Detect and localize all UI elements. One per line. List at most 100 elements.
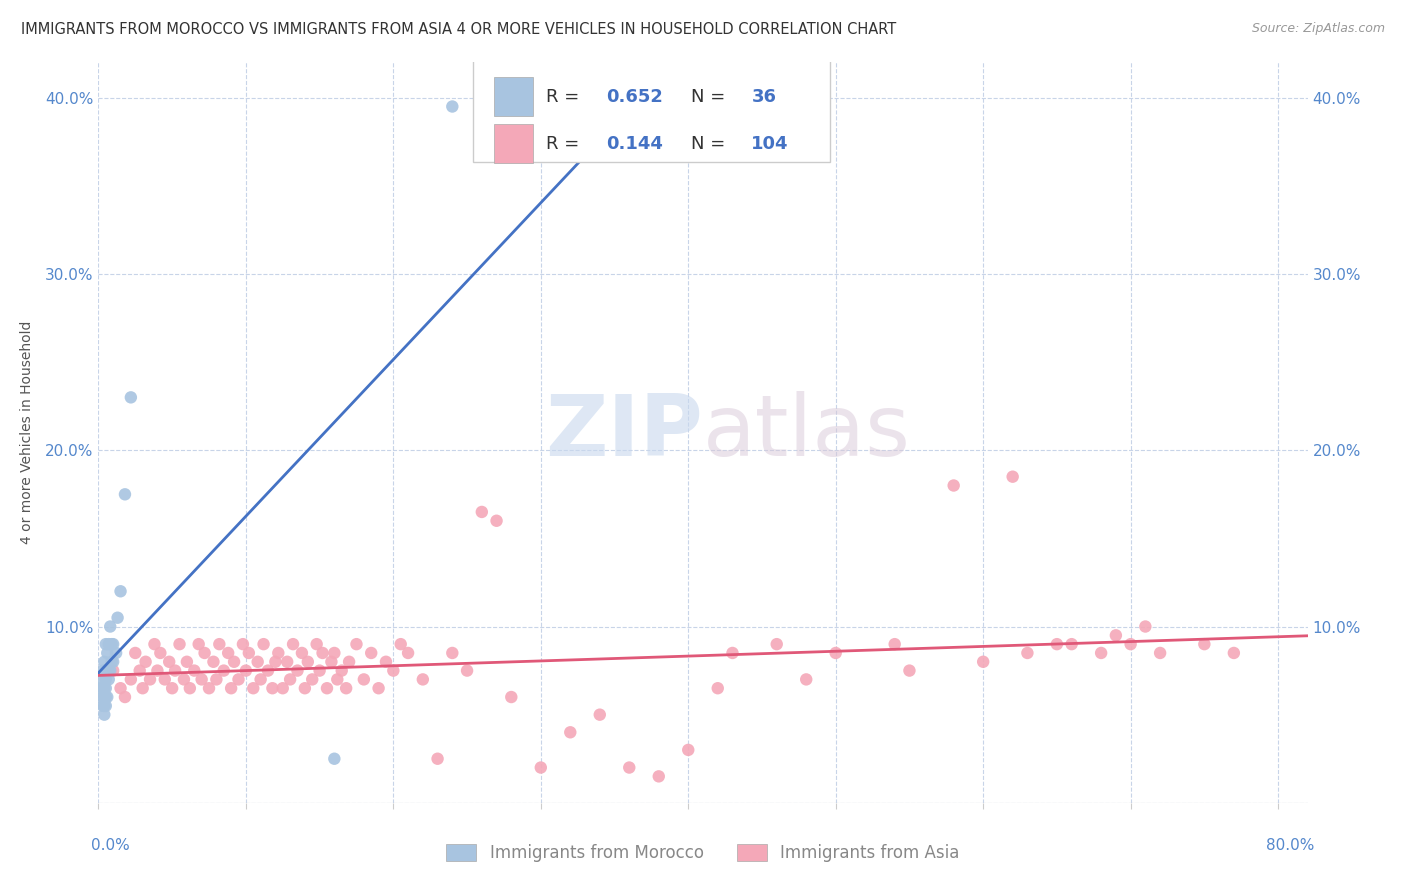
Point	[346, 637, 368, 651]
Point	[412, 673, 434, 687]
Point	[94, 681, 117, 696]
Point	[706, 681, 728, 696]
Point	[311, 646, 333, 660]
Text: 104: 104	[751, 135, 789, 153]
Point	[323, 752, 346, 766]
Point	[316, 681, 339, 696]
Point	[281, 637, 304, 651]
Point	[321, 655, 343, 669]
Point	[222, 655, 245, 669]
Text: 0.652: 0.652	[606, 87, 664, 106]
Point	[972, 655, 994, 669]
Point	[90, 673, 112, 687]
Legend: Immigrants from Morocco, Immigrants from Asia: Immigrants from Morocco, Immigrants from…	[440, 837, 966, 869]
Point	[678, 743, 700, 757]
Point	[110, 584, 132, 599]
Point	[301, 673, 323, 687]
Point	[249, 673, 271, 687]
Text: N =: N =	[690, 135, 725, 153]
Point	[94, 690, 117, 704]
Point	[305, 637, 328, 651]
Text: 36: 36	[751, 87, 776, 106]
Point	[589, 707, 612, 722]
Text: ZIP: ZIP	[546, 391, 703, 475]
Text: 0.144: 0.144	[606, 135, 664, 153]
Point	[160, 681, 183, 696]
Point	[242, 681, 264, 696]
Point	[93, 707, 115, 722]
Point	[294, 681, 316, 696]
Point	[883, 637, 905, 651]
Point	[530, 760, 553, 774]
Point	[205, 673, 228, 687]
Point	[101, 637, 124, 651]
Point	[501, 690, 523, 704]
Point	[219, 681, 242, 696]
Point	[173, 673, 195, 687]
Point	[101, 655, 124, 669]
Point	[183, 664, 205, 678]
Point	[94, 673, 117, 687]
Point	[110, 681, 132, 696]
Point	[1105, 628, 1128, 642]
Point	[100, 655, 122, 669]
Point	[91, 698, 114, 713]
Point	[94, 637, 117, 651]
Point	[135, 655, 157, 669]
Point	[276, 655, 298, 669]
Point	[98, 619, 121, 633]
Point	[291, 646, 314, 660]
Point	[100, 637, 122, 651]
Point	[441, 99, 464, 113]
Point	[187, 637, 209, 651]
Point	[198, 681, 221, 696]
Point	[264, 655, 287, 669]
Point	[114, 487, 136, 501]
Point	[97, 637, 120, 651]
Point	[228, 673, 250, 687]
Point	[208, 637, 231, 651]
Point	[96, 690, 118, 704]
Point	[90, 681, 112, 696]
Text: N =: N =	[690, 87, 725, 106]
Text: atlas: atlas	[703, 391, 911, 475]
Point	[96, 646, 118, 660]
Point	[94, 698, 117, 713]
Point	[93, 690, 115, 704]
Point	[157, 655, 180, 669]
Text: IMMIGRANTS FROM MOROCCO VS IMMIGRANTS FROM ASIA 4 OR MORE VEHICLES IN HOUSEHOLD : IMMIGRANTS FROM MOROCCO VS IMMIGRANTS FR…	[21, 22, 897, 37]
Point	[326, 673, 349, 687]
Point	[105, 646, 128, 660]
Point	[235, 664, 257, 678]
Point	[1001, 469, 1024, 483]
Text: 0.0%: 0.0%	[91, 838, 131, 854]
Point	[1017, 646, 1039, 660]
Point	[337, 655, 360, 669]
Point	[1149, 646, 1171, 660]
FancyBboxPatch shape	[474, 55, 830, 162]
Point	[194, 646, 217, 660]
Point	[335, 681, 357, 696]
Point	[246, 655, 269, 669]
Point	[97, 673, 120, 687]
Point	[91, 681, 114, 696]
Point	[91, 690, 114, 704]
Point	[98, 664, 121, 678]
Point	[330, 664, 353, 678]
Point	[267, 646, 290, 660]
Point	[120, 390, 142, 404]
Point	[190, 673, 212, 687]
Point	[1135, 619, 1157, 633]
Point	[257, 664, 280, 678]
Point	[271, 681, 294, 696]
Point	[367, 681, 389, 696]
Point	[153, 673, 176, 687]
Point	[560, 725, 582, 739]
Point	[262, 681, 284, 696]
Point	[96, 664, 118, 678]
Point	[212, 664, 235, 678]
Text: R =: R =	[546, 87, 585, 106]
Point	[1090, 646, 1112, 660]
Point	[360, 646, 382, 660]
Point	[942, 478, 965, 492]
